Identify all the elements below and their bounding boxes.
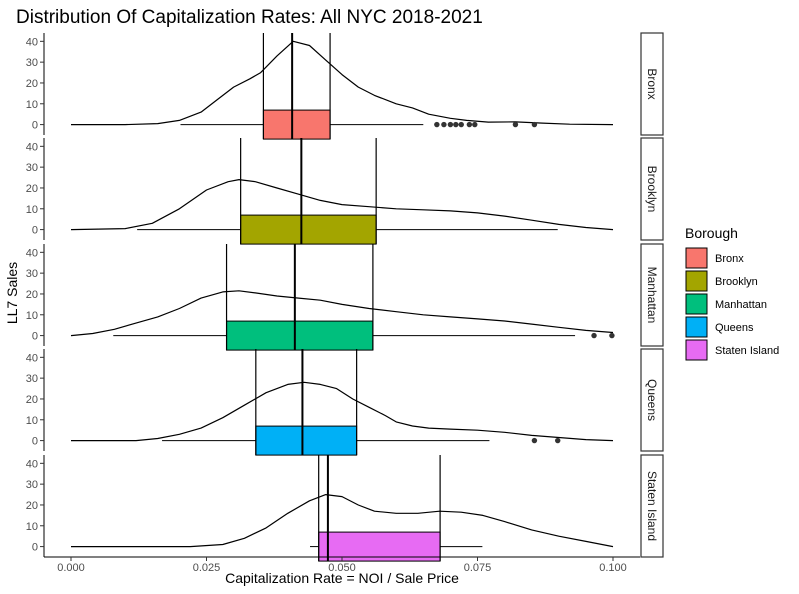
legend-title: Borough [685,225,738,241]
y-tick-label: 10 [26,204,38,216]
y-tick-label: 0 [32,120,38,132]
legend-key [685,270,708,292]
outlier-point [453,121,459,128]
y-tick-label: 0 [32,331,38,343]
y-tick-label: 20 [26,500,38,512]
box [255,425,358,456]
box [318,531,441,562]
y-tick-label: 0 [32,542,38,554]
y-tick-label: 40 [26,247,38,259]
y-tick-label: 40 [26,352,38,364]
legend-label: Staten Island [715,345,779,357]
x-tick-label: 0.000 [57,562,85,574]
facet-strip [640,243,664,347]
y-tick-label: 20 [26,289,38,301]
x-axis-title: Capitalization Rate = NOI / Sale Price [225,570,459,586]
legend: Borough Bronx Brooklyn Manhattan Queens State… [685,225,779,361]
legend-key [685,293,708,315]
density-curve [71,494,614,548]
y-tick-label: 10 [26,415,38,427]
density-curve [71,381,614,442]
legend-key [685,247,708,269]
facet-panel-staten-island: 0 10 20 30 40 Staten Island [26,454,664,562]
legend-label: Queens [715,322,754,334]
facet-panel-manhattan: 0 10 20 30 40 Manhattan [26,243,664,351]
x-tick-label: 0.050 [328,562,356,574]
legend-label: Brooklyn [715,276,758,288]
outlier-point [441,121,447,128]
legend-key [685,339,708,361]
y-tick-label: 30 [26,268,38,280]
facet-panel-bronx: 0 10 20 30 40 Bronx [26,32,664,140]
facet-strip [640,348,664,452]
legend-label: Manhattan [715,299,767,311]
x-tick-label: 0.025 [193,562,221,574]
facet-strip-label: Bronx [645,68,659,99]
facet-strip-label: Queens [645,379,659,421]
y-tick-label: 30 [26,373,38,385]
outlier-point [434,121,440,128]
outlier-point [591,332,597,339]
y-tick-label: 40 [26,36,38,48]
y-tick-label: 30 [26,57,38,69]
y-tick-label: 10 [26,99,38,111]
y-axis-title: LL7 Sales [4,262,20,324]
outlier-point [609,332,615,339]
facet-strip [640,137,664,241]
density-curve [70,290,614,337]
y-tick-label: 10 [26,521,38,533]
outlier-point [447,121,454,128]
facet-strip [640,32,664,136]
legend-label: Bronx [715,253,744,265]
box [262,109,331,140]
y-tick-label: 30 [26,162,38,174]
box [240,214,377,245]
x-axis: 0.000 0.025 0.050 0.075 0.100 [44,556,640,574]
x-tick-label: 0.100 [599,562,627,574]
y-tick-label: 20 [26,183,38,195]
outlier-point [555,437,561,444]
facet-strip [640,454,664,558]
y-tick-label: 20 [26,78,38,90]
box [226,320,374,351]
y-tick-label: 40 [26,141,38,153]
y-tick-label: 10 [26,310,38,322]
y-tick-label: 0 [32,225,38,237]
chart-title: Distribution Of Capitalization Rates: Al… [16,7,483,28]
density-curve [71,40,614,126]
facet-panels: 0 10 20 30 40 Bronx 0 10 20 30 40 Brooklyn 0 10 20 30 40… [26,32,664,562]
outlier-point [531,437,538,444]
density-curve [70,179,614,231]
y-tick-label: 20 [26,394,38,406]
outlier-point [466,121,473,128]
facet-strip-label: Manhattan [645,267,659,324]
facet-panel-queens: 0 10 20 30 40 Queens [26,348,664,456]
legend-key [685,316,708,338]
y-tick-label: 0 [32,436,38,448]
facet-strip-label: Staten Island [645,471,659,541]
facet-panel-brooklyn: 0 10 20 30 40 Brooklyn [26,137,664,245]
y-tick-label: 30 [26,479,38,491]
outlier-point [531,121,538,128]
outlier-point [458,121,464,128]
facet-strip-label: Brooklyn [645,166,659,213]
x-tick-label: 0.075 [464,562,492,574]
outlier-point [472,121,478,128]
outlier-point [512,121,519,128]
y-tick-label: 40 [26,458,38,470]
